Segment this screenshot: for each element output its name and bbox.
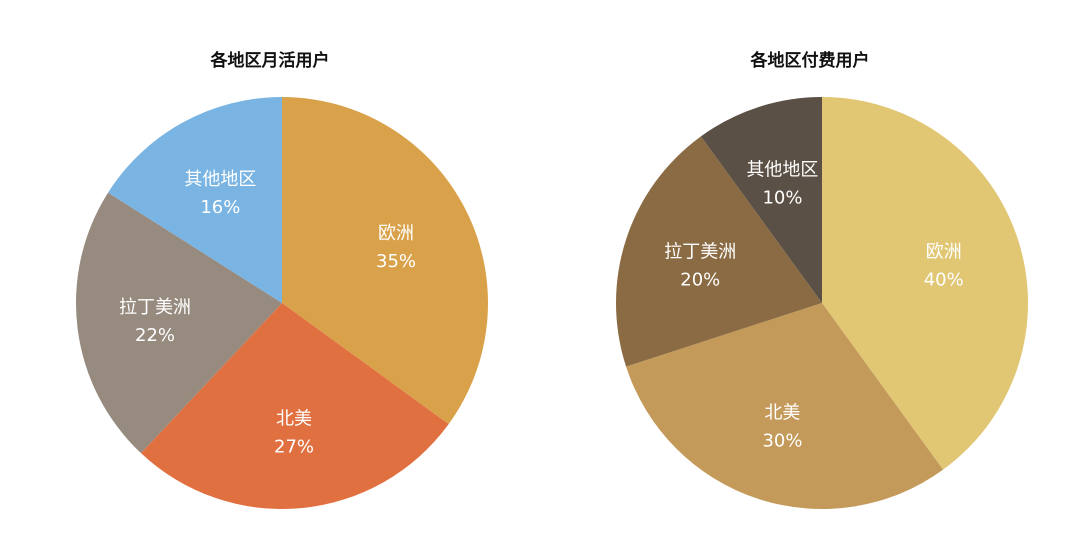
slice-category-label: 欧洲: [378, 223, 414, 244]
slice-value-label: 22%: [135, 325, 175, 346]
slice-category-label: 拉丁美洲: [119, 297, 191, 318]
pie-slice: [700, 97, 822, 303]
pie-slice: [282, 97, 488, 425]
pie-slice: [76, 192, 282, 454]
pie-chart: 欧洲 35% 北美 27% 拉丁美洲 22% 其他地区 16%: [76, 97, 488, 509]
pie-chart: 欧洲 40% 北美 30% 拉丁美洲 20% 其他地区 10%: [616, 97, 1028, 510]
slice-value-label: 20%: [680, 269, 720, 290]
slice-value-label: 35%: [376, 251, 416, 272]
slice-value-label: 27%: [274, 436, 314, 457]
slice-value-label: 10%: [762, 187, 802, 208]
pie-slice: [626, 303, 944, 510]
chart-title: 各地区月活用户: [210, 51, 330, 71]
chart-paying-users: 各地区付费用户 欧洲 40% 北美 30% 拉丁美洲 20% 其他地区 10%: [540, 0, 1080, 543]
slice-category-label: 北美: [764, 403, 800, 424]
slice-value-label: 30%: [762, 431, 802, 452]
slice-value-label: 16%: [200, 197, 240, 218]
slice-category-label: 其他地区: [184, 169, 256, 190]
slice-category-label: 欧洲: [926, 241, 962, 262]
slice-category-label: 拉丁美洲: [664, 241, 736, 262]
slice-value-label: 40%: [924, 269, 964, 290]
chart-monthly-active-users: 各地区月活用户 欧洲 35% 北美 27% 拉丁美洲 22% 其他地区 16%: [76, 51, 488, 509]
pie-slice: [108, 97, 282, 303]
slice-category-label: 其他地区: [746, 159, 818, 180]
pie-slice: [822, 97, 1028, 470]
pie-slice: [616, 136, 822, 367]
slice-category-label: 北美: [276, 408, 312, 429]
pie-slice: [140, 303, 449, 509]
chart-title: 各地区付费用户: [750, 51, 870, 71]
